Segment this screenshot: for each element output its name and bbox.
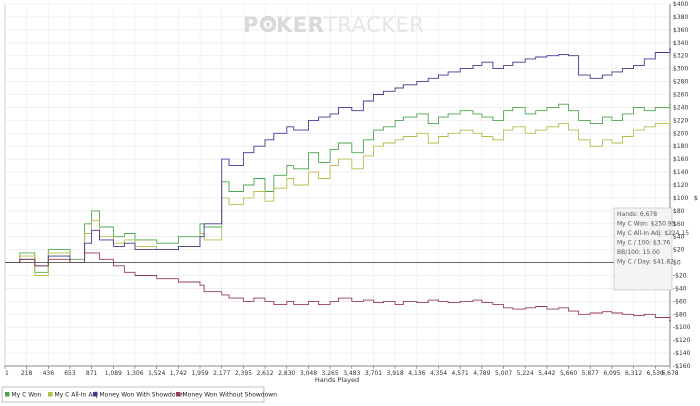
y-tick-label: $300 — [673, 66, 688, 73]
x-tick-label: 1,306 — [126, 370, 143, 377]
series-line-3 — [5, 252, 671, 321]
x-tick-label: 5,007 — [495, 370, 512, 377]
x-tick-label: 5,442 — [538, 370, 555, 377]
x-tick-label: 4,354 — [430, 370, 447, 377]
x-tick-label: 3,048 — [300, 370, 317, 377]
legend-swatch — [93, 392, 98, 397]
series-line-2 — [5, 49, 671, 267]
x-tick-label: 3,918 — [387, 370, 404, 377]
x-tick-label: 6,530 — [647, 370, 664, 377]
x-tick-label: 4,789 — [473, 370, 490, 377]
y-axis-ticks: $400 $380 $360 $340 $320 $300 $280 $260 $240 $220… — [673, 1, 691, 370]
watermark-light: TRACKER — [323, 13, 424, 37]
y-tick-label: $120 — [673, 182, 688, 189]
y-tick-label: $280 — [673, 79, 688, 86]
y-tick-label: $100 — [673, 195, 688, 202]
x-tick-label: 1 — [5, 370, 9, 377]
y-tick-label: $140 — [673, 169, 688, 176]
tooltip-line: My C Won: $250.95 — [617, 221, 676, 228]
x-tick-label: 436 — [43, 370, 55, 377]
x-tick-label: 1,742 — [170, 370, 187, 377]
x-axis-ticks: 1 218 436 653 871 1,089 1,306 1,524 1,742 1,959 2,… — [4, 366, 679, 377]
x-tick-label: 1,959 — [191, 370, 208, 377]
y-tick-label: $80 — [673, 208, 685, 215]
series-line-1 — [5, 120, 671, 276]
series-end-point — [669, 319, 671, 322]
x-tick-label: 1,524 — [148, 370, 165, 377]
tooltip-line: BB/100: 15.00 — [617, 249, 660, 256]
legend-label: My C All-In Adj — [55, 392, 99, 399]
x-tick-label: 6,678 — [661, 370, 678, 377]
y-tick-label: -$60 — [673, 298, 687, 305]
tooltip-line: My C / 100: $3.76 — [617, 240, 670, 247]
x-tick-label: 2,177 — [213, 370, 230, 377]
x-tick-label: 6,095 — [603, 370, 620, 377]
y-tick-label: -$100 — [673, 324, 691, 331]
x-tick-label: 3,483 — [343, 370, 360, 377]
y-tick-label: $220 — [673, 117, 688, 124]
x-tick-label: 3,701 — [365, 370, 382, 377]
tooltip-line: My C / Day: $41.82 — [617, 259, 674, 266]
tooltip-line: My C All-In Adj: $224.15 — [617, 230, 689, 237]
y-tick-label: $160 — [673, 156, 688, 163]
x-tick-label: 4,136 — [408, 370, 425, 377]
legend-swatch — [5, 392, 10, 397]
x-tick-label: 6,312 — [625, 370, 642, 377]
y-tick-label: -$40 — [673, 285, 687, 292]
y-tick-label: $180 — [673, 143, 688, 150]
watermark-left: P — [243, 13, 259, 37]
tooltip-box: Hands: 6,678 My C Won: $250.95 My C All-In… — [613, 207, 689, 291]
x-tick-label: 4,571 — [452, 370, 469, 377]
y-tick-label: -$120 — [673, 337, 691, 344]
y-tick-label: -$20 — [673, 273, 687, 280]
legend-label: My C Won — [12, 392, 42, 399]
y-tick-label: -$80 — [673, 311, 687, 318]
x-tick-label: 5,660 — [560, 370, 577, 377]
y-tick-label: $380 — [673, 14, 688, 21]
x-tick-label: 2,395 — [235, 370, 252, 377]
grid — [4, 3, 671, 367]
watermark-chip-icon — [260, 16, 276, 32]
axes — [4, 4, 671, 367]
series-line-0 — [5, 103, 671, 273]
y-tick-label: $20 — [673, 247, 685, 254]
legend-label: Money Won Without Showdown — [183, 392, 278, 399]
legend-label: Money Won With Showdown — [100, 392, 185, 399]
series-end-point — [669, 103, 671, 106]
y-tick-label: -$160 — [673, 363, 691, 370]
watermark-right: KER — [276, 13, 324, 37]
x-tick-label: 1,089 — [105, 370, 122, 377]
series-end-point — [669, 48, 671, 51]
series-lines — [5, 48, 671, 322]
y-axis-title: $ — [694, 194, 698, 202]
x-tick-label: 5,877 — [582, 370, 599, 377]
y-tick-label: $260 — [673, 92, 688, 99]
legend-swatch — [48, 392, 53, 397]
y-tick-label: $400 — [673, 1, 688, 8]
y-tick-label: $40 — [673, 234, 685, 241]
x-tick-label: 5,224 — [517, 370, 534, 377]
x-tick-label: 871 — [86, 370, 98, 377]
y-tick-label: $240 — [673, 104, 688, 111]
legend-swatch — [176, 392, 181, 397]
x-axis-title: Hands Played — [315, 376, 359, 384]
y-tick-label: $320 — [673, 53, 688, 60]
x-tick-label: 218 — [21, 370, 33, 377]
series-end-point — [669, 119, 671, 122]
y-tick-label: -$140 — [673, 350, 691, 357]
x-tick-label: 2,612 — [256, 370, 273, 377]
legend: My C Won My C All-In Adj Money Won With Sh… — [1, 386, 278, 403]
x-tick-label: 2,830 — [278, 370, 295, 377]
y-tick-label: $360 — [673, 27, 688, 34]
y-tick-label: $0 — [673, 260, 681, 267]
y-tick-label: $340 — [673, 40, 688, 47]
x-tick-label: 653 — [64, 370, 76, 377]
y-tick-label: $200 — [673, 130, 688, 137]
tooltip-line: Hands: 6,678 — [617, 211, 657, 218]
watermark-chip: O — [264, 19, 274, 32]
x-tick-label: 3,265 — [321, 370, 338, 377]
y-tick-label: $60 — [673, 221, 685, 228]
